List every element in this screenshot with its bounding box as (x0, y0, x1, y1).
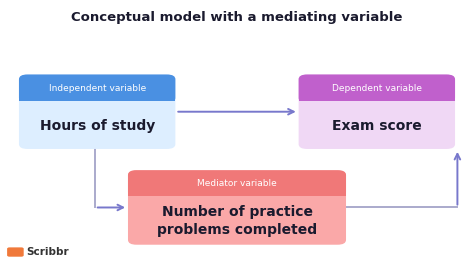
Bar (299, 87, 455, 103)
FancyBboxPatch shape (19, 74, 175, 149)
Text: Scribbr: Scribbr (26, 247, 69, 257)
Text: Mediator variable: Mediator variable (197, 179, 277, 188)
Text: Independent variable: Independent variable (48, 84, 146, 93)
Bar (19, 101, 175, 109)
Text: Number of practice
problems completed: Number of practice problems completed (157, 205, 317, 236)
Bar (128, 196, 346, 202)
Text: Exam score: Exam score (332, 119, 422, 133)
Text: Dependent variable: Dependent variable (332, 84, 422, 93)
FancyBboxPatch shape (7, 247, 24, 257)
Text: Hours of study: Hours of study (39, 119, 155, 133)
FancyBboxPatch shape (19, 74, 175, 103)
Bar (128, 182, 346, 197)
FancyBboxPatch shape (299, 74, 455, 103)
Bar (299, 101, 455, 109)
FancyBboxPatch shape (299, 74, 455, 149)
Bar (19, 87, 175, 103)
FancyBboxPatch shape (128, 170, 346, 245)
FancyBboxPatch shape (128, 170, 346, 197)
Text: Conceptual model with a mediating variable: Conceptual model with a mediating variab… (71, 11, 403, 24)
